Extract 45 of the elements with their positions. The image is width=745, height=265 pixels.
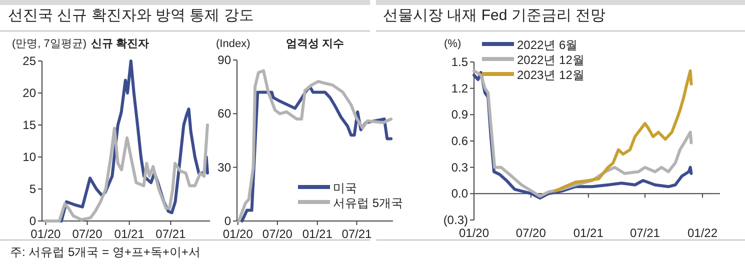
y-tick-label: 0.3 xyxy=(451,160,468,174)
chart-subtitle: 엄격성 지수 xyxy=(286,38,344,50)
x-tick-label: 01/20 xyxy=(222,227,254,241)
line-series xyxy=(44,124,209,222)
y-tick-label: 0 xyxy=(224,214,232,228)
x-tick-label: 01/21 xyxy=(573,226,604,240)
y-tick-label: 30 xyxy=(218,160,232,174)
y-tick-label: 10 xyxy=(22,150,36,164)
x-tick-label: 07/21 xyxy=(342,227,372,241)
y-tick-label: 1.5 xyxy=(451,55,468,69)
legend-label: 2023년 12월 xyxy=(517,68,584,82)
legend-label: 서유럽 5개국 xyxy=(333,196,404,210)
line-series xyxy=(554,69,693,193)
y-axis-title: (만명, 7일평균) xyxy=(12,38,87,50)
y-tick-label: 0.0 xyxy=(451,186,468,201)
y-tick-label: 0.9 xyxy=(451,108,468,122)
legend-label: 미국 xyxy=(333,181,357,195)
legend-label: 2022년 6월 xyxy=(517,38,578,52)
y-tick-label: 25 xyxy=(22,54,36,68)
y-tick-label: (0.3) xyxy=(443,213,468,227)
y-tick-label: 90 xyxy=(218,53,232,67)
x-tick-label: 01/20 xyxy=(30,227,61,241)
x-tick-label: 07/21 xyxy=(630,226,660,240)
y-tick-label: 60 xyxy=(218,106,232,121)
x-tick-label: 01/22 xyxy=(687,226,718,240)
y-tick-label: 0 xyxy=(29,214,36,228)
chart-subtitle: 신규 확진자 xyxy=(90,38,150,50)
x-tick-label: 01/21 xyxy=(302,227,333,241)
y-axis-title: (Index) xyxy=(216,38,250,50)
x-tick-label: 07/21 xyxy=(156,227,186,241)
x-tick-label: 07/20 xyxy=(516,226,546,240)
y-tick-label: 0.6 xyxy=(451,134,468,148)
chart-title: 선물시장 내재 Fed 기준금리 전망 xyxy=(383,7,606,24)
y-axis-title: (%) xyxy=(444,38,462,50)
x-tick-label: 01/21 xyxy=(114,227,145,241)
x-tick-label: 07/20 xyxy=(72,227,103,241)
y-tick-label: 15 xyxy=(22,118,36,132)
text: 주: 서유럽 5개국 = 영+프+독+이+서 xyxy=(10,245,200,259)
chart-title: 선진국 신규 확진자와 방역 통제 강도 xyxy=(8,7,254,24)
x-tick-label: 07/20 xyxy=(262,227,293,241)
y-tick-label: 5 xyxy=(29,182,36,196)
x-tick-label: 01/20 xyxy=(458,226,490,240)
y-tick-label: 1.2 xyxy=(451,81,468,96)
legend-label: 2022년 12월 xyxy=(517,53,584,67)
y-tick-label: 20 xyxy=(22,86,36,100)
